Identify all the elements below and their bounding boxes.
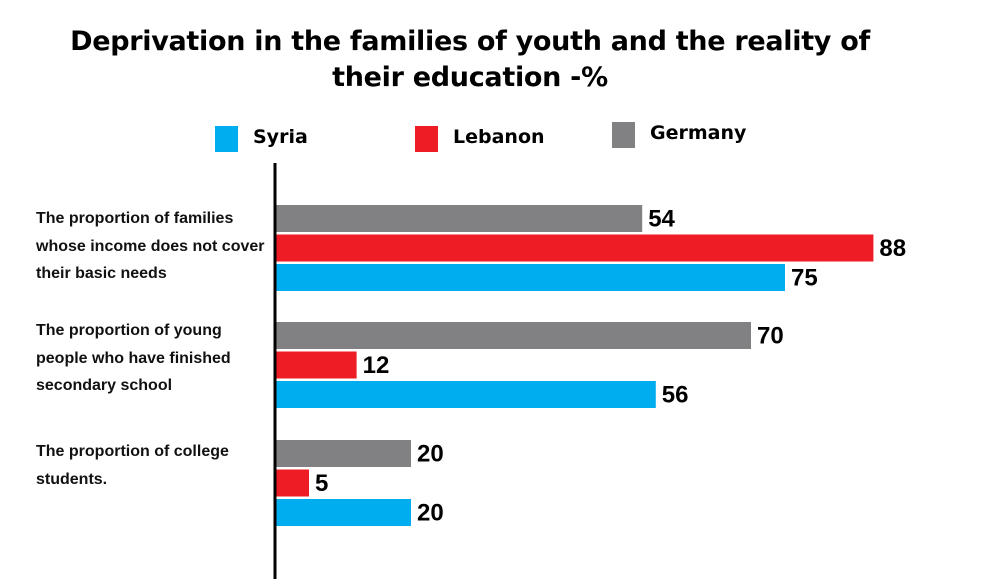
data-label-lebanon-1: 88 (879, 235, 906, 262)
bar-lebanon-2 (275, 351, 357, 379)
data-label-syria-2: 56 (662, 382, 689, 409)
category-label-families-income: The proportion of families whose income … (36, 210, 265, 282)
bar-lebanon-1 (275, 234, 874, 262)
legend-swatch-germany (612, 122, 635, 148)
legend-label-syria: Syria (253, 126, 308, 148)
bar-germany-2 (275, 322, 751, 349)
data-label-germany-2: 70 (757, 323, 784, 350)
bar-syria-2 (275, 381, 656, 408)
bar-lebanon-3 (275, 469, 309, 497)
bar-syria-1 (275, 264, 785, 291)
chart-title: Deprivation in the families of youth and… (70, 26, 870, 93)
data-label-germany-1: 54 (648, 206, 675, 233)
legend-swatch-lebanon (415, 126, 438, 152)
data-label-syria-1: 75 (791, 265, 818, 292)
category-label-college-students: The proportion of college students. (36, 443, 229, 488)
bar-germany-1 (275, 205, 643, 232)
bar-germany-3 (275, 440, 411, 467)
data-label-syria-3: 20 (417, 500, 444, 527)
data-label-lebanon-2: 12 (363, 352, 390, 379)
legend-label-germany: Germany (650, 122, 747, 144)
data-label-lebanon-3: 5 (315, 470, 328, 497)
category-label-secondary-school: The proportion of young people who have … (36, 322, 231, 394)
legend-swatch-syria (215, 126, 238, 152)
data-label-germany-3: 20 (417, 441, 444, 468)
legend-label-lebanon: Lebanon (453, 126, 545, 148)
bar-syria-3 (275, 499, 411, 526)
